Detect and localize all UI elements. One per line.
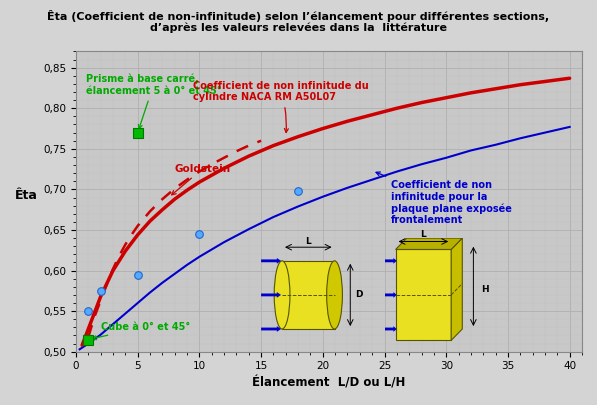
- FancyArrow shape: [261, 326, 281, 332]
- FancyArrow shape: [261, 292, 281, 298]
- Text: d’après les valeurs relevées dans la  littérature: d’après les valeurs relevées dans la lit…: [150, 22, 447, 33]
- Polygon shape: [451, 238, 462, 340]
- Text: Cube à 0° et 45°: Cube à 0° et 45°: [93, 322, 190, 340]
- Y-axis label: Êta: Êta: [15, 189, 38, 202]
- Polygon shape: [396, 249, 451, 340]
- Text: Êta (Coefficient de non-infinitude) selon l’élancement pour différentes sections: Êta (Coefficient de non-infinitude) selo…: [47, 10, 550, 22]
- Polygon shape: [396, 238, 462, 249]
- Text: L: L: [306, 237, 311, 246]
- Text: Coefficient de non
infinitude pour la
plaque plane exposée
frontalement: Coefficient de non infinitude pour la pl…: [376, 172, 512, 226]
- Text: Coefficient de non infinitude du
cylindre NACA RM A50L07: Coefficient de non infinitude du cylindr…: [193, 81, 369, 132]
- Polygon shape: [282, 261, 334, 329]
- Text: H: H: [481, 285, 488, 294]
- X-axis label: Élancement  L/D ou L/H: Élancement L/D ou L/H: [253, 377, 406, 390]
- FancyArrow shape: [384, 326, 397, 332]
- Text: L: L: [420, 230, 426, 239]
- Text: Goldstein: Goldstein: [172, 164, 231, 195]
- Ellipse shape: [327, 261, 343, 329]
- FancyArrow shape: [384, 292, 397, 298]
- FancyArrow shape: [261, 258, 281, 264]
- Text: D: D: [355, 290, 362, 299]
- Ellipse shape: [274, 261, 290, 329]
- Text: Prisme à base carré,
élancement 5 à 0° et 45°: Prisme à base carré, élancement 5 à 0° e…: [86, 74, 221, 129]
- FancyArrow shape: [384, 258, 397, 264]
